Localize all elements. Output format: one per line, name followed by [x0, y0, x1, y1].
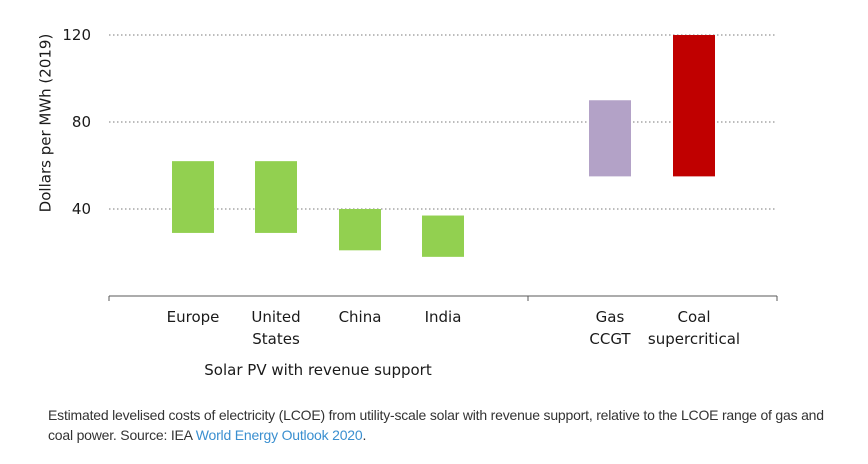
- caption-suffix: .: [362, 427, 367, 443]
- bar-gas-ccgt: [589, 100, 631, 177]
- y-tick-labels: 40 80 120: [62, 26, 91, 218]
- x-label-coal-supercritical: Coal supercritical: [648, 308, 740, 348]
- lcoe-chart: 40 80 120 Europe United States China India Gas C…: [37, 26, 778, 379]
- x-tick-labels: Europe United States China India Gas CCGT Coal s…: [167, 308, 740, 348]
- x-label-india: India: [425, 308, 462, 326]
- group-label-solar: Solar PV with revenue support: [204, 361, 432, 379]
- y-tick-120: 120: [62, 26, 91, 44]
- y-axis-label: Dollars per MWh (2019): [37, 34, 55, 213]
- bars: [172, 35, 715, 257]
- bar-europe: [172, 161, 214, 233]
- gridlines: [109, 34, 777, 210]
- bar-china: [339, 209, 381, 251]
- bar-united-states: [255, 161, 297, 233]
- bar-coal-supercritical: [673, 35, 715, 177]
- y-tick-80: 80: [72, 113, 91, 131]
- x-axis: [108, 295, 778, 301]
- x-label-europe: Europe: [167, 308, 220, 326]
- bar-india: [422, 215, 464, 257]
- x-label-gas-ccgt: Gas CCGT: [589, 308, 631, 348]
- figure-caption: Estimated levelised costs of electricity…: [48, 405, 838, 445]
- x-label-china: China: [339, 308, 382, 326]
- source-link[interactable]: World Energy Outlook 2020: [195, 427, 363, 443]
- y-tick-40: 40: [72, 200, 91, 218]
- caption-text: Estimated levelised costs of electricity…: [48, 407, 824, 443]
- x-label-united-states: United States: [251, 308, 300, 348]
